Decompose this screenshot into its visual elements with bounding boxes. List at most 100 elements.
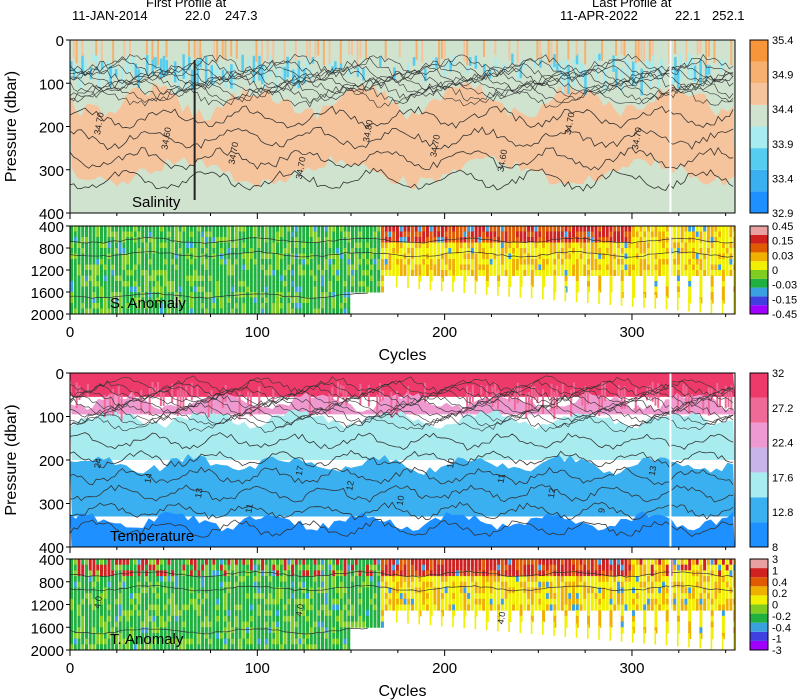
anomaly-cell [332,248,336,254]
anomaly-cell [718,242,722,249]
anomaly-cell [287,587,291,594]
anomaly-cell [129,297,133,304]
anomaly-cell [575,231,579,238]
anomaly-cell [272,610,276,617]
anomaly-cell [542,576,546,583]
anomaly-cell [365,564,369,571]
anomaly-cell [643,593,647,600]
anomaly-cell [234,576,238,583]
colorbar-swatch [750,40,768,62]
anomaly-deep-cell [587,289,589,304]
anomaly-cell [631,270,635,276]
anomaly-cell [455,253,459,260]
anomaly-cell [635,237,639,243]
anomaly-cell [201,242,205,249]
anomaly-cell [463,587,467,594]
anomaly-cell [114,615,118,623]
anomaly-cell [302,615,306,623]
anomaly-cell [141,632,145,640]
anomaly-cell [512,264,516,271]
anomaly-cell [163,275,167,282]
anomaly-cell [429,231,433,238]
anomaly-cell [620,281,624,287]
anomaly-cell [137,644,141,650]
anomaly-cell [208,292,212,298]
anomaly-cell [650,570,654,577]
anomaly-cell [332,259,336,265]
anomaly-cell [710,570,714,577]
salinity-fresh-streak [671,67,674,86]
colorbar-swatch [750,83,768,105]
anomaly-cell [302,292,306,298]
anomaly-cell [594,581,598,588]
anomaly-cell [467,593,471,600]
anomaly-cell [489,581,493,588]
anomaly-cell [268,621,272,628]
anomaly-cell [380,264,384,271]
anomaly-cell [197,598,201,605]
anomaly-cell [133,248,137,254]
anomaly-cell [193,604,197,611]
anomaly-cell [77,292,81,298]
anomaly-cell [725,581,729,588]
anomaly-cell [500,259,504,265]
anomaly-cell [339,303,343,309]
anomaly-deep-cell [609,626,612,641]
anomaly-cell [294,581,298,588]
anomaly-cell [317,281,321,287]
anomaly-cell [587,610,591,617]
temperature-warm-streak [109,393,112,408]
anomaly-cell [631,559,635,566]
anomaly-cell [141,621,145,628]
anomaly-cell [189,638,193,645]
anomaly-cell [137,610,141,617]
anomaly-cell [362,253,366,260]
anomaly-cell [560,242,564,249]
anomaly-cell [620,587,624,594]
anomaly-cell [688,621,692,628]
anomaly-cell [189,564,193,571]
anomaly-cell [710,270,714,276]
anomaly-cell [587,564,591,571]
temperature-warm-streak [345,390,348,407]
anomaly-cell [317,231,321,238]
anomaly-cell [309,564,313,571]
anomaly-cell [321,598,325,605]
anomaly-cell [223,604,227,611]
anomaly-cell [249,587,253,594]
anomaly-cell [489,598,493,605]
anomaly-cell [156,275,160,282]
anomaly-cell [336,286,339,293]
anomaly-cell [369,615,373,623]
anomaly-cell [459,604,463,611]
anomaly-cell [557,593,561,600]
anomaly-cell [332,281,336,287]
anomaly-cell [407,576,411,583]
anomaly-cell [182,593,186,600]
anomaly-cell [336,308,339,314]
anomaly-cell [107,598,111,605]
anomaly-cell [70,308,73,314]
anomaly-cell [733,559,735,566]
anomaly-cell [549,270,553,276]
anomaly-cell [197,576,201,583]
anomaly-cell [365,604,369,611]
anomaly-cell [287,593,291,600]
anomaly-cell [73,621,77,628]
anomaly-cell [174,581,178,588]
anomaly-cell [92,581,96,588]
anomaly-cell [594,559,598,566]
anomaly-cell [433,581,437,588]
anomaly-cell [440,581,444,588]
anomaly-cell [234,226,238,232]
anomaly-cell [302,264,306,271]
anomaly-cell [249,644,253,650]
anomaly-cell [369,559,373,566]
anomaly-cell [77,297,81,304]
anomaly-cell [238,270,242,276]
anomaly-cell [249,303,253,309]
anomaly-cell [306,303,310,309]
anomaly-cell [231,281,235,287]
anomaly-cell [444,604,448,611]
temperature-warm-streak [196,386,199,398]
